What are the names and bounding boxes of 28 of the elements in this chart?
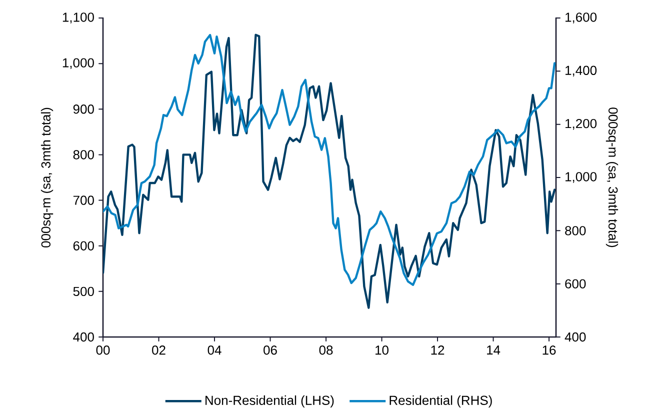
y-tick-label: 800 xyxy=(73,150,94,160)
y2-tick-label: 600 xyxy=(565,279,586,288)
y2-axis-title: 000sq-m (sa, 3mth total) xyxy=(606,108,618,248)
legend-label: Non-Residential (LHS) xyxy=(206,395,334,408)
x-tick-label: 04 xyxy=(208,346,222,355)
x-tick-label: 14 xyxy=(487,346,500,354)
y-tick-label: 700 xyxy=(73,196,94,205)
y-tick-label: 600 xyxy=(73,241,94,250)
x-tick-label: 12 xyxy=(431,346,444,355)
x-tick-label: 00 xyxy=(96,346,110,355)
y-tick-label: 400 xyxy=(73,332,94,342)
y2-tick-label: 400 xyxy=(564,332,586,342)
x-tick-label: 02 xyxy=(152,346,166,355)
x-tick-label: 10 xyxy=(376,346,388,355)
y-tick-label: 1,000 xyxy=(62,58,94,69)
legend-label: Residential (RHS) xyxy=(390,395,492,408)
y-axis-title: 000sq-m (sa, 3mth total) xyxy=(40,108,54,248)
y-tick-label: 500 xyxy=(73,286,94,296)
y2-tick-label: 1,200 xyxy=(566,118,597,130)
x-tick-label: 16 xyxy=(542,346,556,355)
y2-tick-label: 800 xyxy=(565,226,586,236)
y-tick-label: 1,100 xyxy=(62,12,94,24)
y2-tick-label: 1,600 xyxy=(566,12,597,24)
y2-tick-label: 1,400 xyxy=(566,66,597,77)
y-tick-label: 900 xyxy=(73,104,94,114)
x-tick-label: 06 xyxy=(264,346,277,355)
x-tick-label: 08 xyxy=(319,346,333,355)
y2-tick-label: 1,000 xyxy=(566,172,597,183)
